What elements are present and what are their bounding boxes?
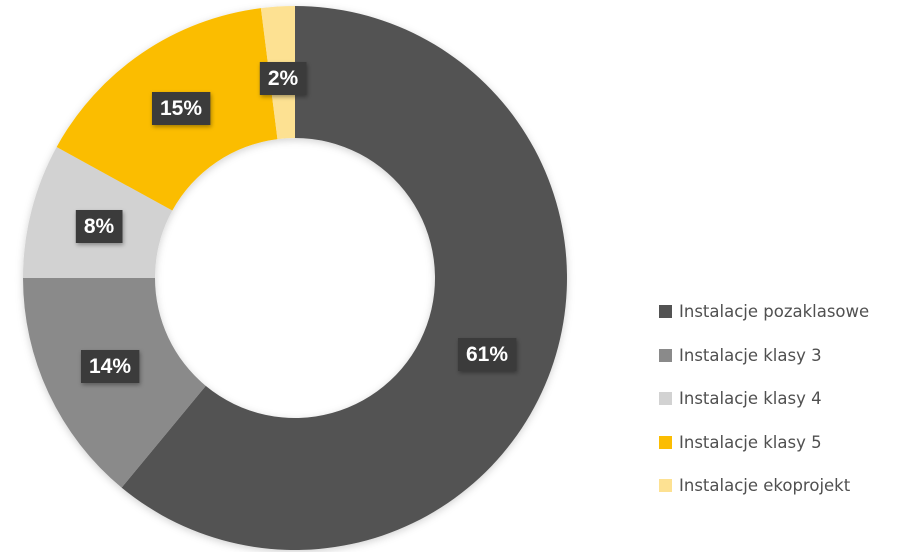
- data-label-text: 61%: [466, 343, 508, 366]
- legend-item: Instalacje klasy 4: [659, 377, 915, 421]
- legend-label: Instalacje ekoprojekt: [679, 476, 851, 496]
- data-label-3: 8%: [75, 210, 123, 243]
- legend-swatch: [659, 479, 672, 493]
- data-label-text: 15%: [160, 97, 202, 120]
- legend-label: Instalacje klasy 5: [679, 432, 822, 452]
- legend-swatch: [659, 348, 672, 362]
- legend-item: Instalacje klasy 3: [659, 334, 915, 378]
- data-label-text: 8%: [84, 215, 115, 238]
- legend-item: Instalacje klasy 5: [659, 421, 915, 465]
- data-labels-layer: 61% 14% 8% 15% 2%: [75, 62, 517, 383]
- legend-swatch: [659, 305, 672, 319]
- data-label-2: 14%: [80, 350, 140, 383]
- data-label-box: [75, 210, 123, 243]
- data-label-box: [151, 92, 211, 125]
- legend-swatch: [659, 435, 672, 449]
- data-label-4: 15%: [151, 92, 211, 125]
- data-label-text: 2%: [268, 67, 299, 90]
- legend-label: Instalacje klasy 3: [679, 345, 822, 365]
- legend-label: Instalacje klasy 4: [679, 389, 822, 409]
- data-label-box: [457, 338, 517, 371]
- data-label-box: [80, 350, 140, 383]
- legend-swatch: [659, 392, 672, 406]
- data-label-5: 2%: [259, 62, 307, 95]
- donut-slice-1: [121, 6, 568, 550]
- legend-item: Instalacje ekoprojekt: [659, 464, 915, 508]
- data-label-1: 61%: [457, 338, 517, 371]
- data-label-box: [259, 62, 307, 95]
- legend: Instalacje pozaklasowe Instalacje klasy 3…: [655, 286, 915, 512]
- data-label-text: 14%: [89, 355, 131, 378]
- legend-item: Instalacje pozaklasowe: [659, 290, 915, 334]
- legend-label: Instalacje pozaklasowe: [679, 302, 870, 322]
